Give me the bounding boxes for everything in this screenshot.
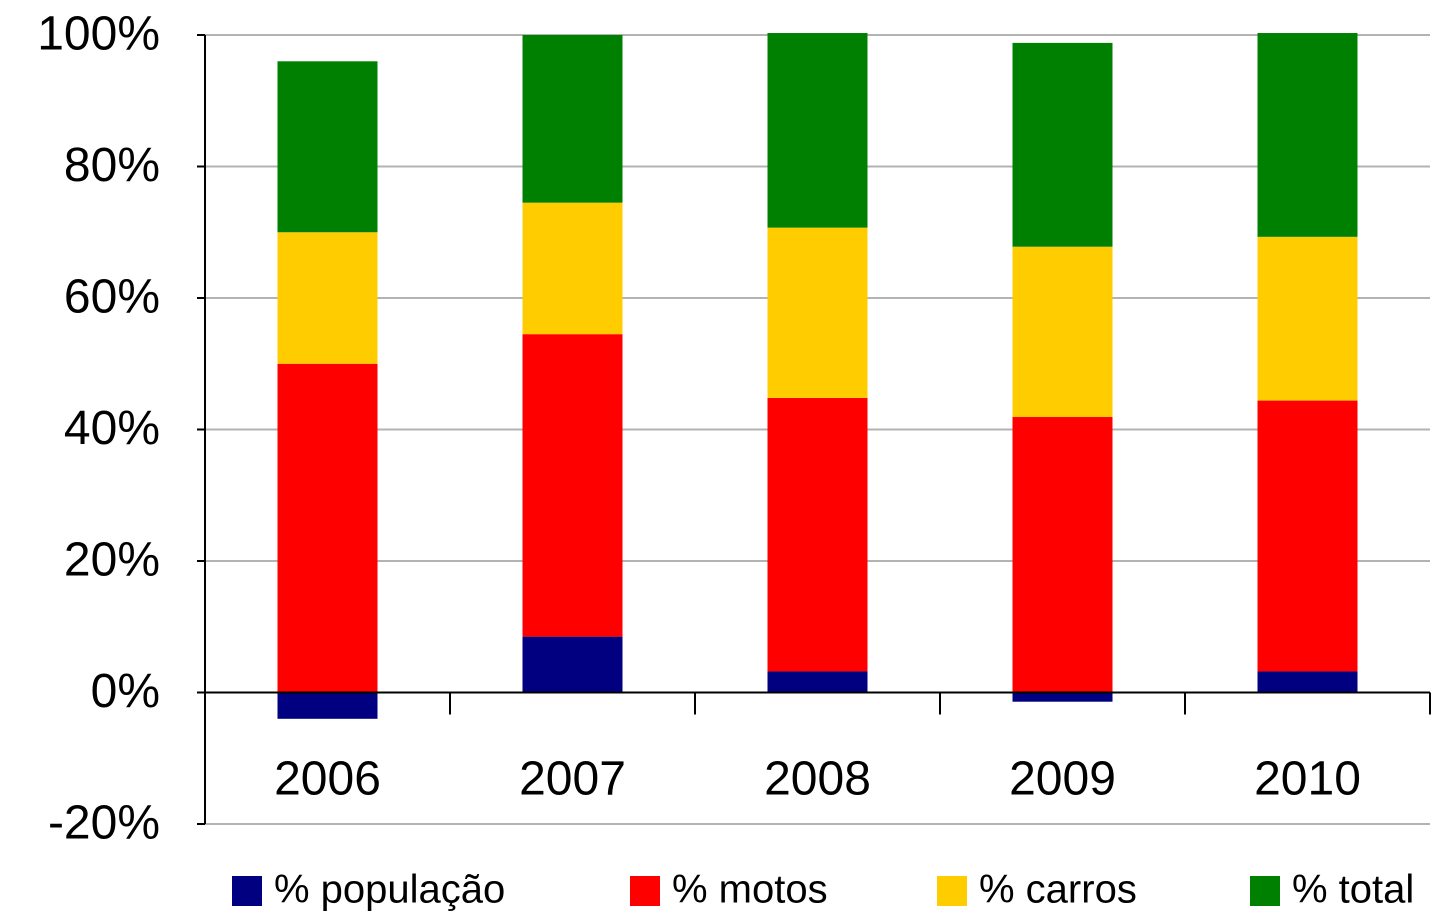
legend-label: % motos (672, 868, 828, 912)
bar-segment (1257, 400, 1358, 672)
bar-segment (522, 334, 623, 637)
legend-swatch (937, 876, 967, 906)
x-tick-label: 2008 (764, 753, 871, 806)
bar-segment (767, 397, 868, 672)
bar-segment (522, 35, 623, 203)
bar-segment (767, 671, 868, 693)
y-tick-label: -20% (48, 797, 160, 850)
x-tick-label: 2009 (1009, 753, 1116, 806)
y-tick-label: 80% (64, 139, 160, 192)
bar-segment (1257, 236, 1358, 401)
legend-label: % total (1292, 868, 1414, 912)
bar-segment (1257, 671, 1358, 693)
y-tick-label: 100% (37, 8, 160, 61)
bar-segment (767, 227, 868, 398)
y-tick-label: 60% (64, 271, 160, 324)
bar-segment (1012, 417, 1113, 693)
bar-segment (1012, 692, 1113, 702)
legend-label: % população (274, 868, 505, 912)
bar-segment (1012, 42, 1113, 247)
legend-swatch (1250, 876, 1280, 906)
x-tick-label: 2006 (274, 753, 381, 806)
bar-segment (767, 33, 868, 228)
bar-segment (277, 61, 378, 233)
bar-segment (522, 636, 623, 693)
bar-segment (277, 363, 378, 693)
bar-segment (277, 232, 378, 364)
legend-swatch (232, 876, 262, 906)
legend-label: % carros (979, 868, 1137, 912)
bar-segment (522, 202, 623, 335)
legend-swatch (630, 876, 660, 906)
bar-segment (277, 692, 378, 719)
y-tick-label: 40% (64, 402, 160, 455)
y-tick-label: 20% (64, 534, 160, 587)
y-tick-label: 0% (91, 665, 160, 718)
bar-segment (1257, 33, 1358, 237)
x-tick-label: 2010 (1254, 753, 1361, 806)
bar-segment (1012, 246, 1113, 418)
x-tick-label: 2007 (519, 753, 626, 806)
